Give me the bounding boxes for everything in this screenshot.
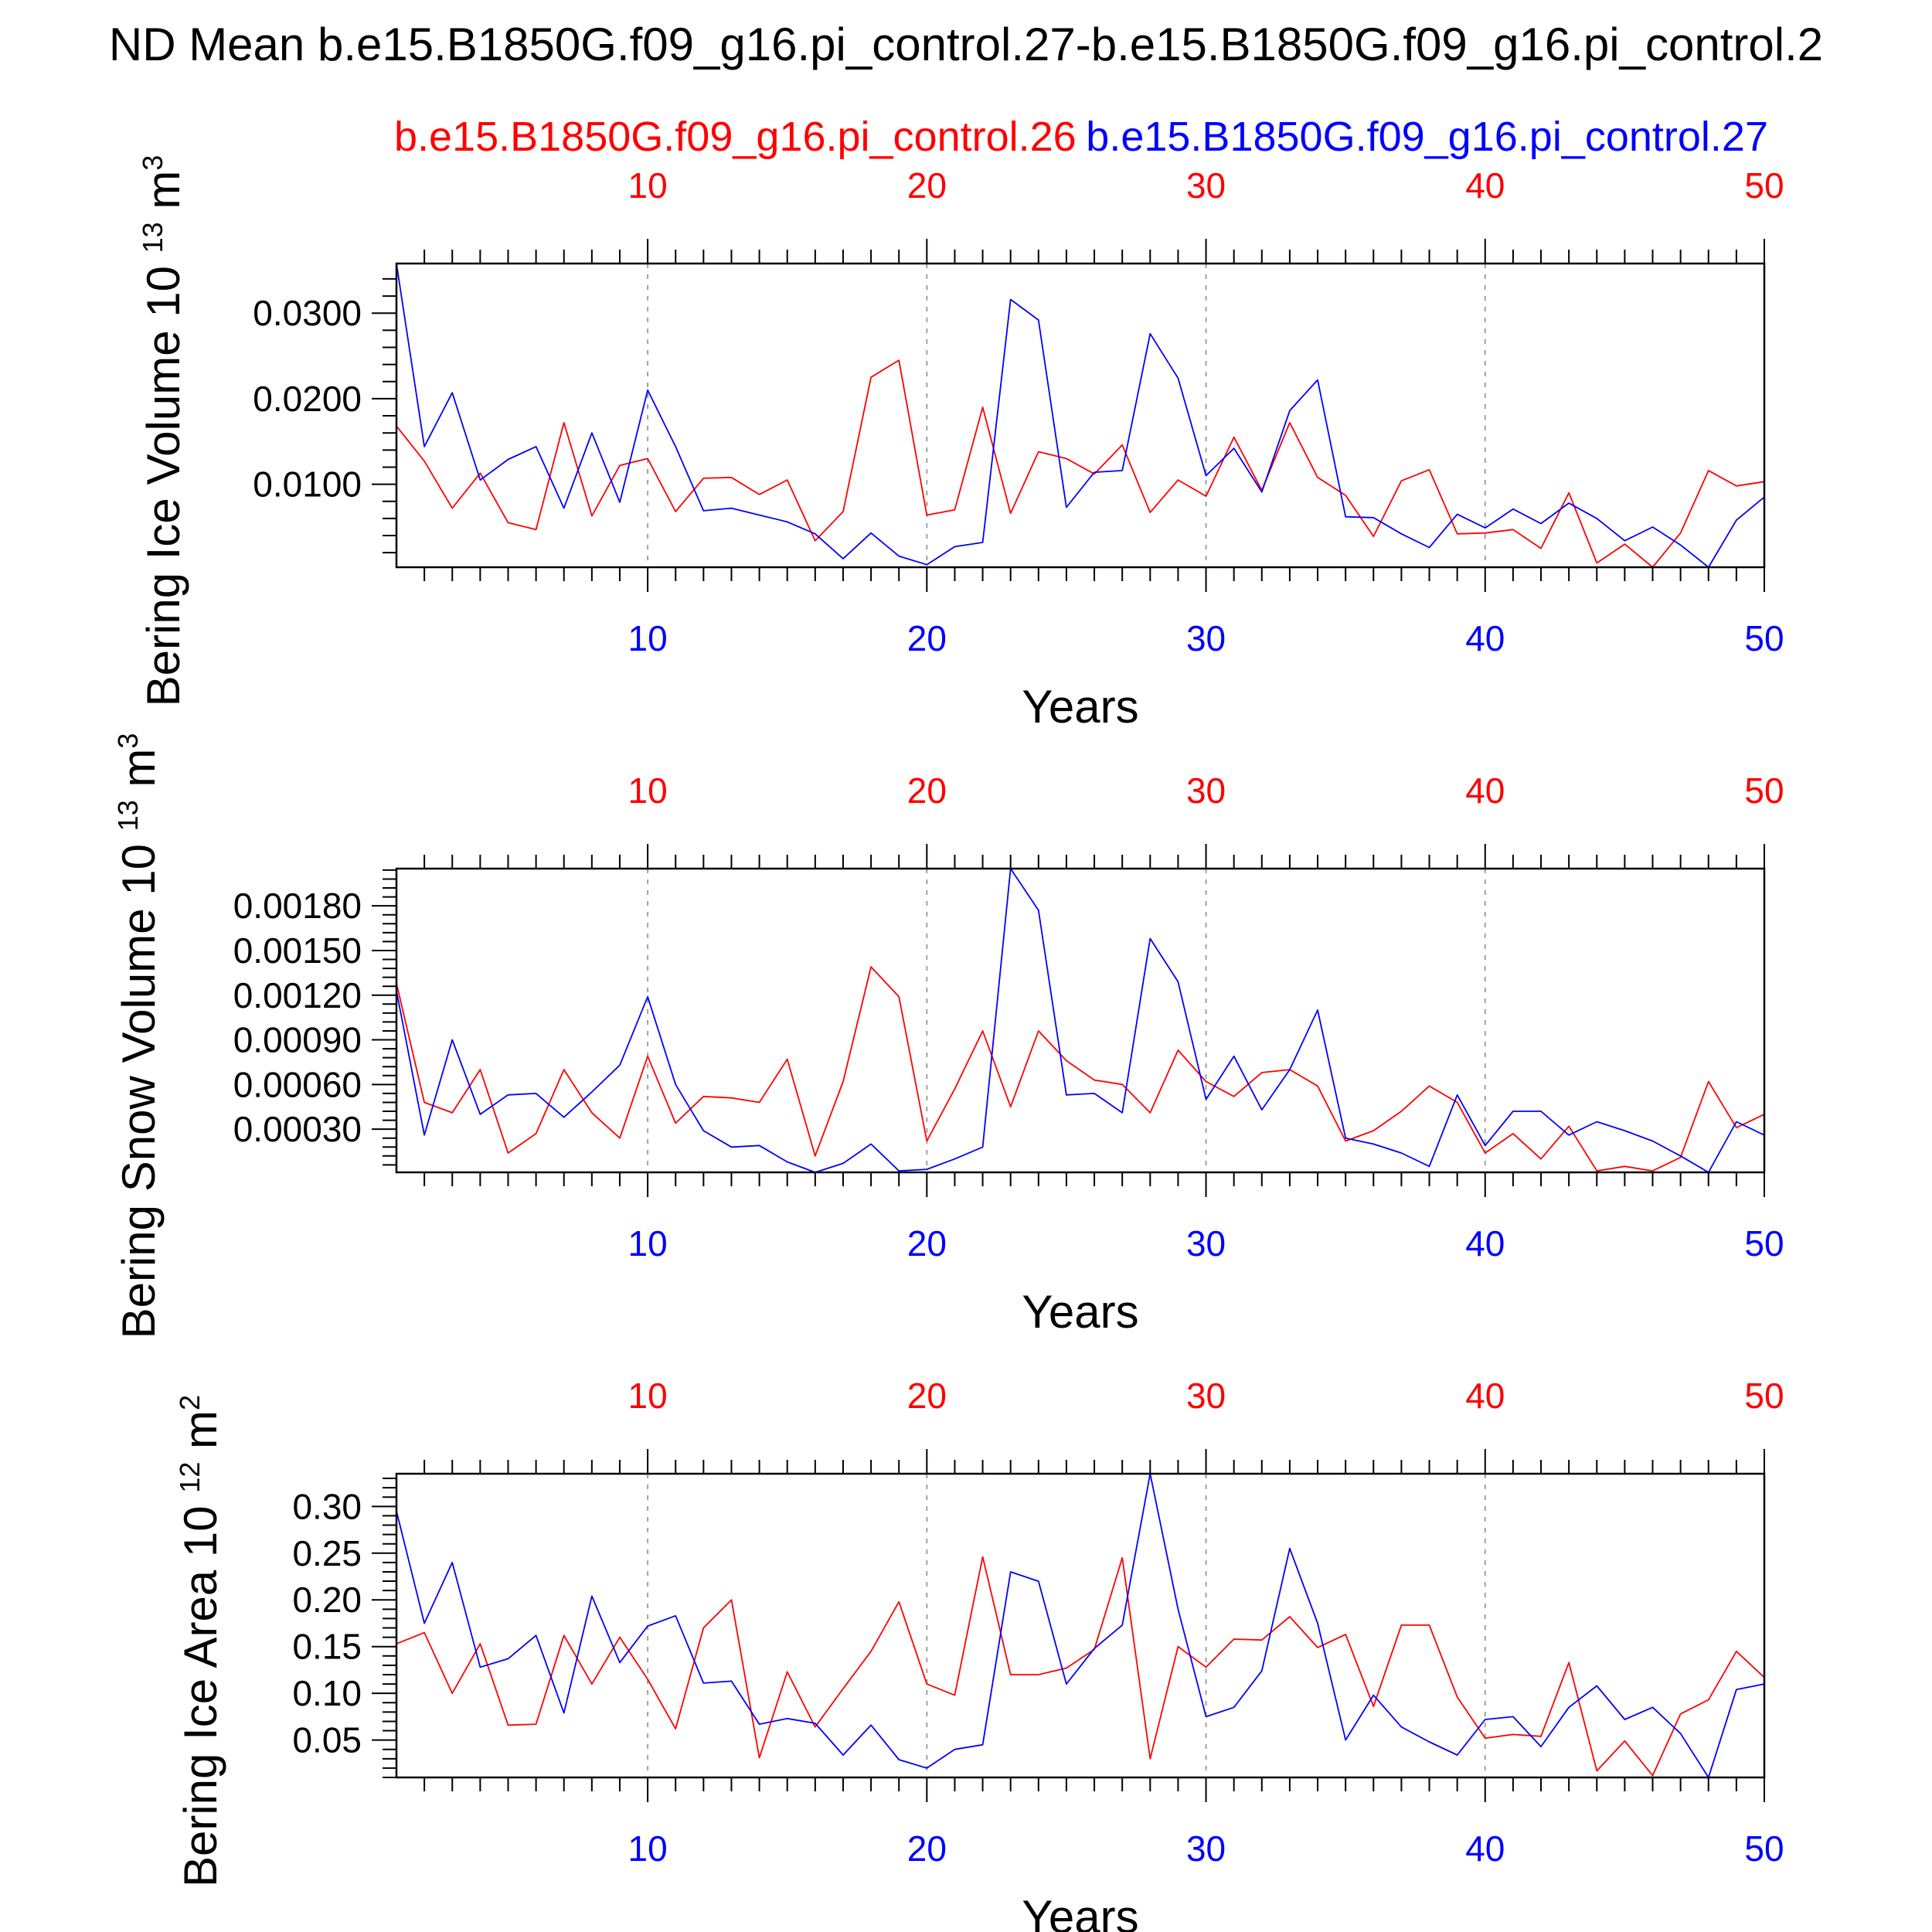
series-line-blue <box>396 868 1765 1173</box>
x-tick-label-top: 20 <box>907 1376 947 1416</box>
x-tick-label-top: 50 <box>1744 1376 1784 1416</box>
y-tick-label: 0.25 <box>292 1533 362 1573</box>
x-tick-label-bottom: 50 <box>1744 1223 1784 1264</box>
y-axis-label-superscript: 13 <box>112 800 144 831</box>
y-axis-label-superscript: 3 <box>112 733 144 749</box>
x-tick-label-top: 50 <box>1744 770 1784 811</box>
x-tick-label-top: 40 <box>1465 770 1505 811</box>
y-tick-label: 0.20 <box>292 1580 362 1620</box>
legend-red-label: b.e15.B1850G.f09_g16.pi_control.26 <box>394 114 1077 160</box>
y-tick-label: 0.00180 <box>233 886 362 926</box>
y-tick-label: 0.00120 <box>233 975 362 1015</box>
x-tick-label-top: 10 <box>628 165 668 206</box>
plot-frame <box>395 1472 1766 1779</box>
x-tick-label-top: 30 <box>1186 1376 1226 1416</box>
y-tick-label: 0.10 <box>292 1673 362 1713</box>
series-line-blue <box>396 263 1765 568</box>
x-tick-label-bottom: 40 <box>1465 618 1505 658</box>
x-tick-label-bottom: 20 <box>907 1828 947 1869</box>
y-axis-label-superscript: 13 <box>137 222 168 253</box>
x-tick-label-bottom: 20 <box>907 1223 947 1264</box>
y-axis-label-part: Bering Snow Volume 10 <box>113 831 165 1338</box>
y-tick-label: 0.00060 <box>233 1064 362 1104</box>
x-tick-label-top: 40 <box>1465 165 1505 206</box>
x-tick-label-bottom: 20 <box>907 618 947 658</box>
x-tick-label-top: 10 <box>628 1376 668 1416</box>
y-axis-label-part: Bering Ice Volume 10 <box>138 253 189 706</box>
chart-panel-3: 10 10 20 20 30 30 40 40 50 50 0.05 0.10 0.15 0.20 0.25… <box>174 1376 1784 1932</box>
x-axis-label: Years <box>1022 1286 1138 1338</box>
x-tick-label-top: 10 <box>628 770 668 811</box>
y-axis-label-part: Bering Ice Area 10 <box>175 1493 226 1887</box>
y-tick-label: 0.0200 <box>253 379 362 419</box>
figure-title: ND Mean b.e15.B1850G.f09_g16.pi_control.… <box>109 19 1823 70</box>
x-axis-label: Years <box>1022 681 1138 733</box>
legend-blue-label: b.e15.B1850G.f09_g16.pi_control.27 <box>1086 114 1768 160</box>
x-tick-label-top: 50 <box>1744 165 1784 206</box>
x-tick-label-bottom: 50 <box>1744 618 1784 658</box>
y-tick-label: 0.0100 <box>253 464 362 505</box>
x-tick-label-bottom: 40 <box>1465 1828 1505 1869</box>
panels: 10 10 20 20 30 30 40 40 50 50 0.0100 0.0200 0.0300 Ye… <box>112 155 1784 1932</box>
x-tick-label-bottom: 30 <box>1186 1828 1226 1869</box>
x-tick-label-bottom: 10 <box>628 1828 668 1869</box>
y-tick-label: 0.00090 <box>233 1020 362 1060</box>
x-tick-label-top: 30 <box>1186 165 1226 206</box>
y-axis-label: Bering Ice Volume 10 13 m3 <box>137 155 189 707</box>
x-tick-label-bottom: 10 <box>628 618 668 658</box>
series-line-red <box>396 966 1765 1172</box>
y-axis-label-superscript: 2 <box>174 1395 206 1410</box>
y-tick-label: 0.15 <box>292 1627 362 1667</box>
y-tick-label: 0.05 <box>292 1720 362 1760</box>
y-axis-label-superscript: 3 <box>137 155 168 171</box>
x-tick-label-top: 30 <box>1186 770 1226 811</box>
y-axis-label-part: m <box>138 171 189 223</box>
y-axis-label-superscript: 12 <box>174 1462 206 1493</box>
series-line-blue <box>396 1473 1765 1778</box>
y-axis-label-part: m <box>113 749 165 801</box>
x-tick-label-bottom: 40 <box>1465 1223 1505 1264</box>
y-axis-label: Bering Ice Area 10 12 m2 <box>174 1395 226 1887</box>
y-tick-label: 0.00150 <box>233 930 362 971</box>
x-tick-label-top: 20 <box>907 770 947 811</box>
y-tick-label: 0.00030 <box>233 1109 362 1149</box>
x-tick-label-bottom: 30 <box>1186 618 1226 658</box>
x-tick-label-top: 40 <box>1465 1376 1505 1416</box>
y-tick-label: 0.30 <box>292 1486 362 1526</box>
y-tick-label: 0.0300 <box>253 293 362 333</box>
x-tick-label-top: 20 <box>907 165 947 206</box>
y-axis-label: Bering Snow Volume 10 13 m3 <box>112 733 165 1339</box>
plot-frame <box>395 867 1766 1174</box>
x-tick-label-bottom: 50 <box>1744 1828 1784 1869</box>
x-axis-label: Years <box>1022 1891 1138 1932</box>
series-line-red <box>396 359 1765 568</box>
x-tick-label-bottom: 10 <box>628 1223 668 1264</box>
chart-panel-1: 10 10 20 20 30 30 40 40 50 50 0.0100 0.0200 0.0300 Ye… <box>137 155 1784 733</box>
chart-panel-2: 10 10 20 20 30 30 40 40 50 50 0.00030 0.000600.0009… <box>112 733 1784 1339</box>
series-line-red <box>396 1556 1765 1777</box>
x-tick-label-bottom: 30 <box>1186 1223 1226 1264</box>
y-axis-label-part: m <box>175 1410 226 1462</box>
